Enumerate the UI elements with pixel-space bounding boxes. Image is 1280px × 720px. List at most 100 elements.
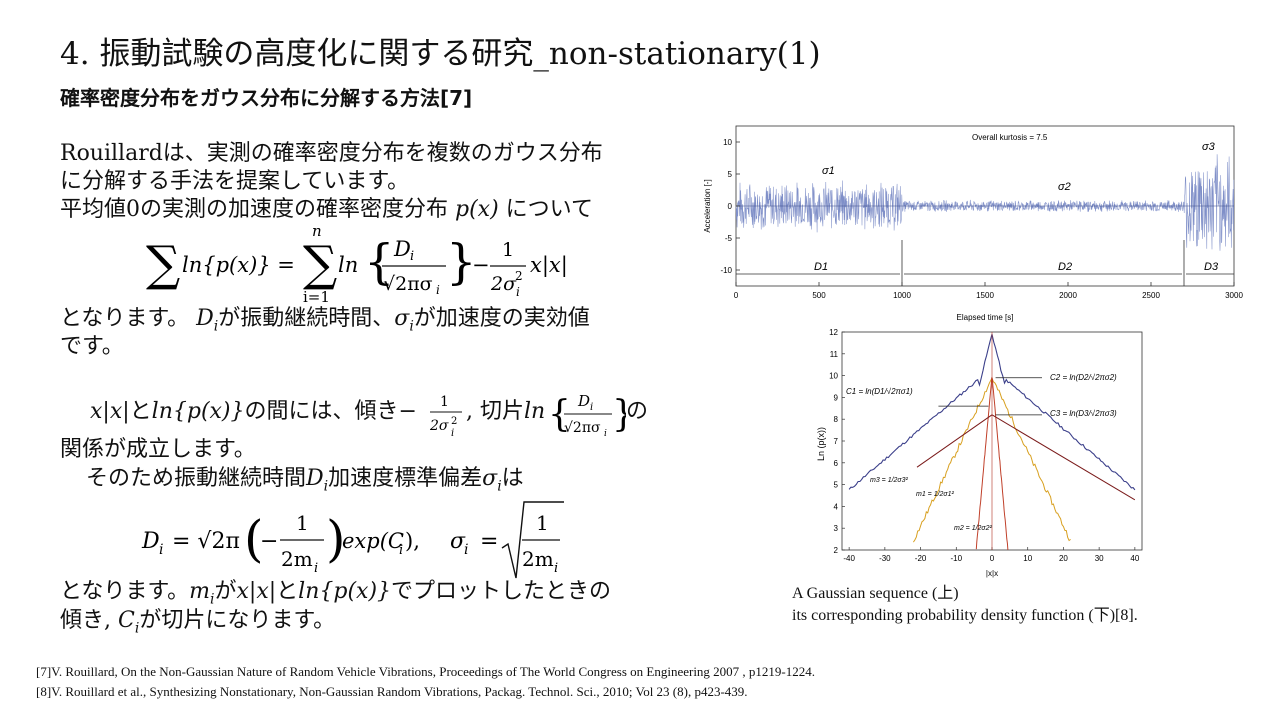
fig-bot-label-m3: m3 = 1/2σ3²	[870, 477, 909, 484]
fig-bot-xtick-label: 0	[990, 554, 995, 563]
sym-sigma: σ	[394, 306, 410, 331]
eq1-den: √2πσ	[383, 273, 433, 295]
eq1-sum-2: ∑	[303, 236, 337, 292]
fig-top-ytick-label: -10	[720, 266, 732, 275]
p2-slope-num: 1	[440, 394, 449, 410]
fig-top-sigma-3: σ3	[1202, 141, 1216, 153]
fig-bot-ytick-label: 2	[834, 546, 839, 555]
fig-top-signal-line	[735, 154, 1235, 251]
reference-8: [8]V. Rouillard et al., Synthesizing Non…	[36, 684, 748, 699]
p3-d: D	[306, 466, 324, 491]
p4-c: と	[276, 579, 299, 604]
fig-top-xtick-label: 500	[812, 291, 826, 300]
paragraph-line-4: となります。 Diが振動継続時間、σiが加速度の実効値	[60, 305, 590, 340]
fig-bot-c3-right	[991, 414, 1136, 501]
fig-bot-ytick-label: 7	[834, 437, 839, 446]
eq1-sum-1: ∑	[146, 236, 180, 292]
p4-m: m	[189, 579, 211, 604]
p2-slope-den: 2σ	[429, 418, 449, 434]
eq2-frac-den: 2m	[281, 547, 313, 571]
p3-b: 加速度標準偏差	[328, 466, 483, 491]
figure-pdf: 12 11 10 9 8 7 6 5 4 3 2 -40 -30 -20 -10 0 10 20 30 40 Ln (…	[816, 328, 1143, 578]
eq1-frac2-den: 2σ	[490, 273, 517, 295]
fig-top-xtick-label: 1500	[976, 291, 994, 300]
eq2-paren-open: (	[244, 510, 264, 568]
p2-intercept-fraction: { D i √2πσ i }	[548, 392, 626, 439]
p3-a: そのため振動継続時間	[86, 466, 307, 491]
eq2-eq2: =	[480, 529, 498, 554]
eq1-lhs: ln{p(x)} =	[182, 253, 295, 277]
reference-7: [7]V. Rouillard, On the Non-Gaussian Nat…	[36, 664, 816, 679]
eq2-lhs-sub: i	[159, 542, 163, 558]
p2-brace-close: }	[612, 394, 626, 435]
p2-minus: −	[398, 399, 417, 424]
p2-int-num-sub: i	[590, 402, 593, 413]
eq2-frac-num: 1	[296, 511, 309, 535]
fig-top-ticks: 10 5 0 -5 -10 0 500 1000 1500 2000 2500 3000	[720, 138, 1243, 300]
fig-bot-label-c2: C2 = ln(D2/√2πσ2)	[1050, 373, 1117, 382]
eq2-paren-close: )	[326, 510, 346, 568]
eq1-lower: i=1	[303, 288, 330, 306]
fig-top-sigma-1: σ1	[822, 165, 835, 177]
fig-bot-c3-left	[916, 414, 993, 468]
line4-a: となります。	[60, 306, 190, 331]
p2-slope-fraction: 1 2σ 2 i	[429, 394, 462, 439]
fig-top-signal	[735, 154, 1235, 251]
eq2-eq: = √2π	[172, 529, 240, 554]
fig-bot-xtick-label: -10	[951, 554, 963, 563]
fig-top-ytick-label: -5	[725, 234, 733, 243]
paragraph-2-line-1: x|x|とln{p(x)}の間には、傾き−	[90, 398, 417, 426]
fig-bot-ytick-label: 4	[834, 502, 839, 511]
fig-top-annotation: Overall kurtosis = 7.5	[972, 133, 1048, 142]
p2-xx: x|x|	[90, 399, 130, 424]
p2-text: の間には、傾き	[244, 399, 399, 424]
sym-d: D	[196, 306, 214, 331]
fig-bot-ticks: 12 11 10 9 8 7 6 5 4 3 2 -40 -30 -20 -10 0 10 20 30 40	[829, 328, 1140, 563]
eq2-sigma: σ	[450, 529, 466, 554]
paragraph-3-line-1: そのため振動継続時間Di加速度標準偏差σiは	[86, 465, 524, 500]
paragraph-line-3: 平均値0の実測の加速度の確率密度分布 p(x) について	[60, 196, 593, 224]
eq1-tail: x|x|	[530, 253, 568, 278]
fig-top-d3: D3	[1204, 261, 1219, 273]
p4-lnp: ln{p(x)}	[298, 579, 392, 604]
equation-2: D i = √2π ( − 1 2m i ) exp(C i ), σ i = …	[141, 501, 564, 579]
p2-to: と	[129, 399, 152, 424]
fig-top-xtick-label: 1000	[893, 291, 911, 300]
eq2-lhs: D	[141, 529, 160, 554]
p4-c-sub: i	[134, 620, 140, 637]
figure-caption-line-1: A Gaussian sequence (上)	[792, 585, 959, 602]
paragraph-line-1: Rouillardは、実測の確率密度分布を複数のガウス分布	[60, 141, 603, 166]
fig-bot-label-c1: C1 = ln(D1/√2πσ1)	[846, 387, 913, 396]
equation-1: ∑ ln{p(x)} = ∑ n i=1 ln { D i √2πσ i } −…	[146, 222, 568, 306]
p4-xx: x|x|	[236, 579, 277, 604]
paragraph-line-3-tail: について	[505, 197, 593, 222]
eq2-exp-end: ),	[405, 529, 420, 553]
eq1-num: D	[393, 237, 411, 261]
eq2-exp-sub: i	[399, 543, 403, 558]
fig-top-xtick-label: 0	[734, 291, 739, 300]
line4-b: が振動継続時間、	[218, 306, 395, 331]
figure-caption-line-2: its corresponding probability density fu…	[792, 607, 1138, 624]
fig-bot-ytick-label: 12	[829, 328, 838, 337]
fig-bot-xtick-label: 20	[1059, 554, 1068, 563]
px-symbol: p(x)	[455, 197, 499, 222]
fig-top-xlabel: Elapsed time [s]	[957, 313, 1014, 322]
figure-gaussian-sequence: 10 5 0 -5 -10 0 500 1000 1500 2000 2500 3000 Overal…	[703, 125, 1243, 322]
p3-c: は	[501, 466, 524, 491]
p2-slope-den-sup: 2	[451, 416, 457, 427]
p4-d: でプロットしたときの	[391, 579, 612, 604]
fig-bot-ytick-label: 3	[834, 524, 839, 533]
fig-bot-xtick-label: 40	[1130, 554, 1139, 563]
fig-bot-label-m1: m1 = 1/2σ1²	[916, 491, 955, 498]
eq1-brace-close: }	[446, 234, 477, 290]
eq1-brace-open: {	[364, 234, 395, 290]
p2-ln: ln	[524, 399, 546, 424]
paragraph-4-line-2: 傾き, Ciが切片になります。	[60, 607, 335, 642]
fig-top-ytick-label: 10	[723, 138, 732, 147]
p3-d-sub: i	[323, 478, 329, 495]
paragraph-line-5: です。	[60, 334, 124, 359]
fig-bot-label-c3: C3 = ln(D3/√2πσ3)	[1050, 409, 1117, 418]
eq2-minus: −	[260, 529, 278, 554]
p4-a: となります。	[60, 579, 190, 604]
fig-bot-curves	[848, 332, 1136, 551]
